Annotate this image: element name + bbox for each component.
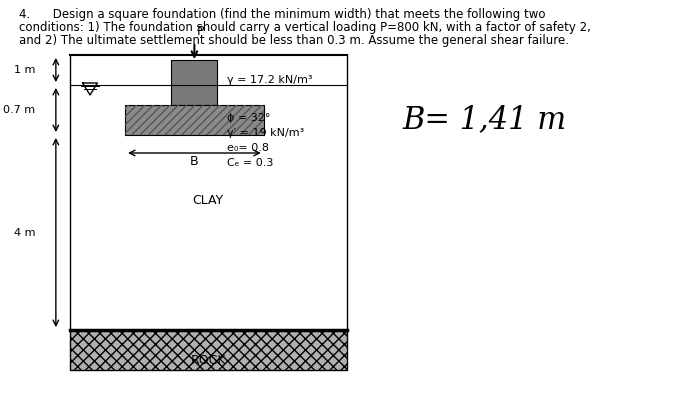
Text: CLAY: CLAY [193, 193, 224, 206]
Text: e₀= 0.8: e₀= 0.8 [227, 143, 269, 153]
Text: and 2) The ultimate settlement should be less than 0.3 m. Assume the general she: and 2) The ultimate settlement should be… [19, 34, 569, 47]
Text: 4.      Design a square foundation (find the minimum width) that meets the follo: 4. Design a square foundation (find the … [19, 8, 545, 21]
Text: 1 m: 1 m [14, 65, 35, 75]
Text: 4 m: 4 m [14, 228, 35, 237]
Bar [70, 330, 346, 370]
Text: B: B [190, 155, 199, 168]
Text: 0.7 m: 0.7 m [3, 105, 35, 115]
Text: P: P [198, 25, 204, 38]
Text: γ′ = 19 kN/m³: γ′ = 19 kN/m³ [227, 128, 304, 138]
Bar [125, 105, 263, 135]
Text: γ = 17.2 kN/m³: γ = 17.2 kN/m³ [227, 75, 313, 85]
Text: ϕ = 32°: ϕ = 32° [227, 113, 270, 123]
Text: conditions: 1) The foundation should carry a vertical loading P=800 kN, with a f: conditions: 1) The foundation should car… [19, 21, 591, 34]
Text: B= 1,41 m: B= 1,41 m [402, 104, 566, 135]
Bar [171, 60, 218, 105]
Bar [125, 105, 263, 135]
Text: Cₑ = 0.3: Cₑ = 0.3 [227, 158, 273, 168]
Text: ROCK: ROCK [191, 353, 226, 366]
